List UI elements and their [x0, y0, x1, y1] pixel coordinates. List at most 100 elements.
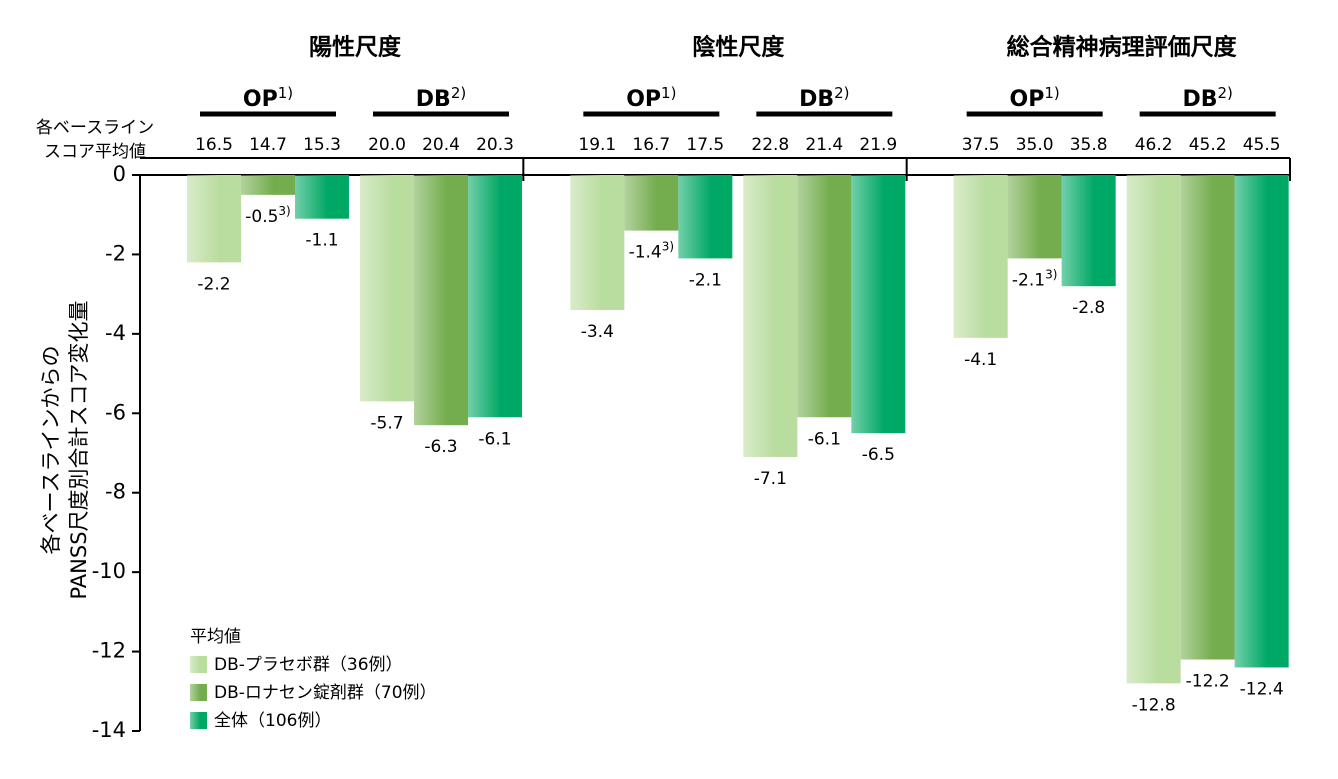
baseline-value: 45.5 — [1243, 135, 1281, 155]
value-label: -6.1 — [478, 429, 511, 449]
bar — [295, 175, 349, 219]
bar — [187, 175, 241, 263]
y-tick-label: -10 — [92, 559, 126, 583]
value-label: -6.5 — [862, 445, 895, 465]
baseline-value: 20.4 — [422, 135, 460, 155]
category-text: OP — [1010, 87, 1045, 112]
value-text: -6.5 — [862, 445, 895, 465]
category-text: OP — [626, 87, 661, 112]
baseline-value: 35.0 — [1016, 135, 1054, 155]
value-text: -2.1 — [1012, 270, 1045, 290]
baseline-value: 20.3 — [476, 135, 514, 155]
bar — [624, 175, 679, 231]
value-text: -0.5 — [245, 207, 278, 227]
value-label: -2.1 — [689, 270, 722, 290]
category-label: DB2) — [1182, 84, 1232, 113]
y-tick-label: -6 — [105, 400, 126, 424]
bar — [953, 175, 1008, 338]
bar — [797, 175, 852, 418]
category-label: DB2) — [799, 84, 849, 113]
baseline-value: 16.7 — [632, 135, 670, 155]
value-text: -6.1 — [808, 429, 841, 449]
category-note: 1) — [661, 84, 676, 102]
value-text: -2.2 — [197, 274, 230, 294]
bar — [468, 175, 522, 418]
legend-swatch — [190, 656, 207, 673]
bar — [851, 175, 906, 434]
category-note: 2) — [834, 84, 849, 102]
y-tick-label: -4 — [105, 321, 126, 345]
baseline-value: 37.5 — [962, 135, 1000, 155]
baseline-value: 17.5 — [686, 135, 724, 155]
bar — [414, 175, 468, 426]
group-label: 総合精神病理評価尺度 — [1007, 34, 1238, 61]
bar — [570, 175, 625, 311]
bar — [1126, 175, 1181, 684]
category-label: OP1) — [1010, 84, 1060, 113]
group-label: 陰性尺度 — [692, 34, 785, 61]
bar — [743, 175, 798, 457]
value-label: -2.13) — [1012, 267, 1058, 291]
bar — [1180, 175, 1235, 660]
value-label: -2.2 — [197, 274, 230, 294]
category-note: 2) — [1217, 84, 1232, 102]
category-note: 1) — [278, 84, 293, 102]
value-label: -6.1 — [808, 429, 841, 449]
category-label: DB2) — [416, 84, 466, 113]
category-note: 2) — [451, 84, 466, 102]
value-label: -12.8 — [1132, 695, 1176, 715]
baseline-value: 21.4 — [805, 135, 843, 155]
category-text: DB — [799, 87, 834, 112]
baseline-value: 20.0 — [368, 135, 406, 155]
bar — [1234, 175, 1289, 668]
legend-title: 平均値 — [190, 627, 241, 647]
value-text: -3.4 — [581, 322, 614, 342]
value-label: -0.53) — [245, 203, 291, 227]
baseline-value: 22.8 — [751, 135, 789, 155]
value-note: 3) — [662, 239, 674, 253]
category-label: OP1) — [243, 84, 293, 113]
category-text: DB — [416, 87, 451, 112]
legend-label: DB-プラセボ群（36例） — [214, 655, 403, 675]
value-text: -5.7 — [370, 413, 403, 433]
value-label: -7.1 — [754, 469, 787, 489]
baseline-label: スコア平均値 — [44, 142, 146, 162]
value-text: -12.8 — [1132, 695, 1176, 715]
legend-label: DB-ロナセン錠剤群（70例） — [214, 683, 437, 703]
baseline-label: 各ベースライン — [36, 118, 154, 138]
value-text: -12.4 — [1240, 679, 1284, 699]
category-text: DB — [1182, 87, 1217, 112]
y-axis-label: 各ベースラインからの — [39, 346, 63, 555]
baseline-value: 46.2 — [1135, 135, 1173, 155]
bar — [678, 175, 733, 259]
baseline-value: 19.1 — [578, 135, 616, 155]
value-text: -6.3 — [424, 437, 457, 457]
legend-label: 全体（106例） — [214, 711, 331, 731]
bar — [360, 175, 414, 402]
value-text: -1.1 — [305, 231, 338, 251]
value-text: -7.1 — [754, 469, 787, 489]
legend-swatch — [190, 684, 207, 701]
baseline-value: 35.8 — [1070, 135, 1108, 155]
bar — [241, 175, 295, 195]
value-label: -3.4 — [581, 322, 614, 342]
y-tick-label: -14 — [92, 718, 126, 742]
baseline-value: 21.9 — [859, 135, 897, 155]
value-label: -12.4 — [1240, 679, 1284, 699]
value-text: -1.4 — [629, 243, 662, 263]
value-note: 3) — [1045, 267, 1057, 281]
value-text: -2.1 — [689, 270, 722, 290]
value-label: -6.3 — [424, 437, 457, 457]
value-text: -12.2 — [1186, 672, 1230, 692]
category-text: OP — [243, 87, 278, 112]
value-note: 3) — [278, 203, 290, 217]
value-label: -1.1 — [305, 231, 338, 251]
value-label: -1.43) — [629, 239, 675, 263]
value-label: -2.8 — [1072, 298, 1105, 318]
y-tick-label: 0 — [113, 162, 126, 186]
value-label: -5.7 — [370, 413, 403, 433]
value-text: -2.8 — [1072, 298, 1105, 318]
baseline-value: 16.5 — [195, 135, 233, 155]
